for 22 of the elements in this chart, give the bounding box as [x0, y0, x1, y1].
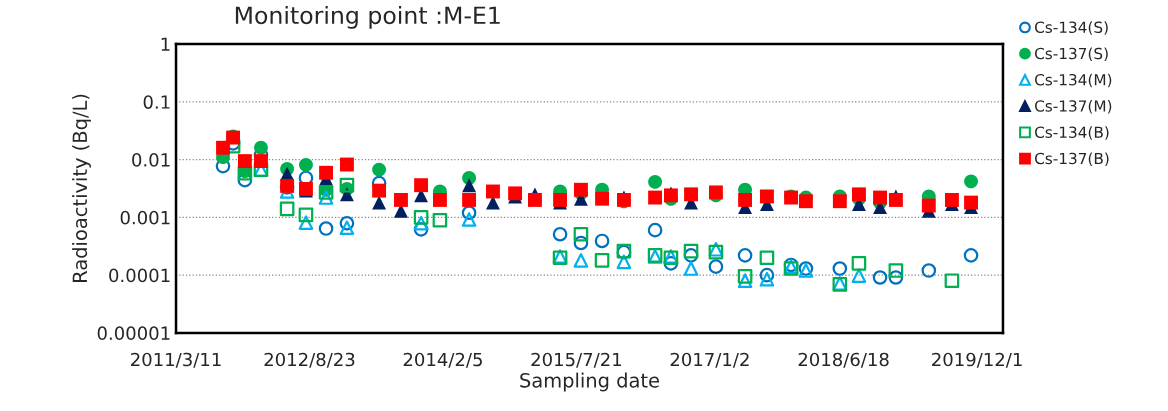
- legend-label: Cs-137(B): [1035, 152, 1109, 167]
- legend-label: Cs-134(S): [1035, 21, 1108, 35]
- legend-label: Cs-137(M): [1035, 99, 1112, 114]
- x-tick-label: 2017/1/2: [670, 352, 749, 368]
- y-tick-label: 1: [161, 37, 170, 51]
- x-tick-label: 2015/7/21: [531, 352, 622, 368]
- x-tick-label: 2012/8/23: [264, 352, 355, 368]
- x-tick-label: 2018/6/18: [798, 352, 889, 368]
- x-tick-label: 2019/12/1: [932, 352, 1022, 368]
- x-axis-title: Sampling date: [520, 372, 659, 392]
- y-axis-title: Radioactivity (Bq/L): [72, 94, 91, 282]
- legend-label: Cs-134(B): [1035, 126, 1109, 140]
- y-tick-label: 0.0001: [109, 268, 170, 283]
- legend-label: Cs-137(S): [1035, 47, 1108, 62]
- legend-label: Cs-134(M): [1035, 73, 1112, 88]
- x-tick-label: 2011/3/11: [131, 352, 221, 368]
- x-tick-label: 2014/2/5: [403, 352, 482, 368]
- y-tick-label: 0.00001: [97, 326, 170, 341]
- y-tick-label: 0.1: [143, 95, 170, 109]
- y-tick-label: 0.01: [132, 153, 170, 167]
- y-tick-label: 0.001: [120, 210, 170, 225]
- chart-title: Monitoring point :M-E1: [235, 5, 500, 29]
